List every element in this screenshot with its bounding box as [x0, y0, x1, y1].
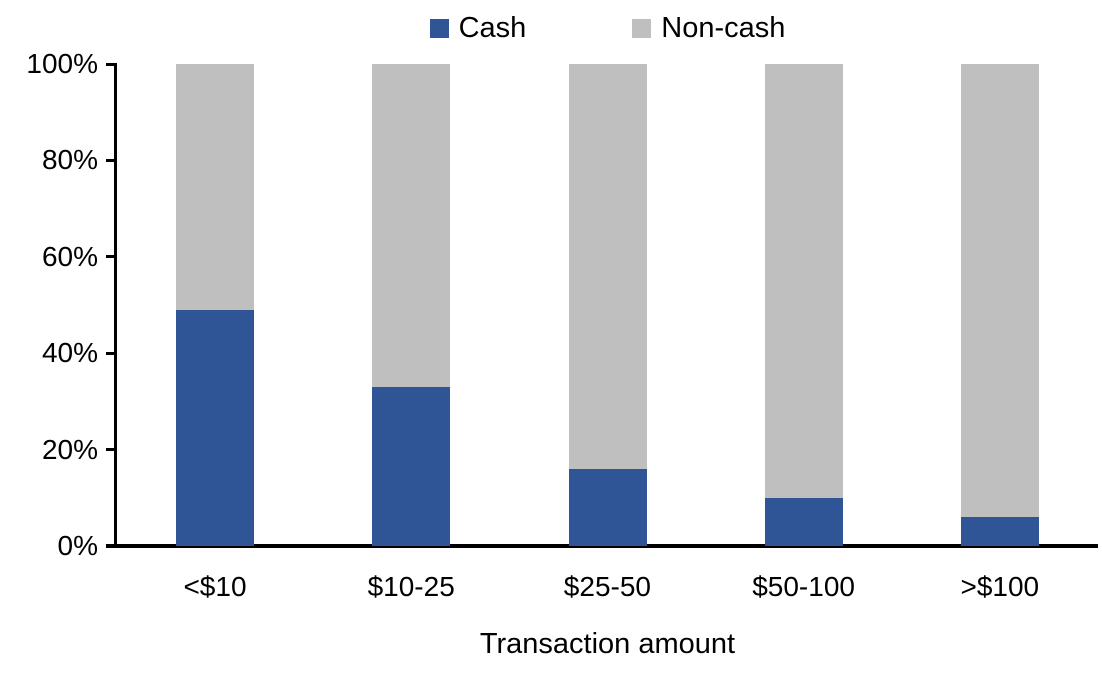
- y-axis-tick-label: 0%: [57, 530, 98, 561]
- bar-segment-cash-3: [764, 497, 843, 546]
- bar-segment-cash-4: [960, 517, 1039, 546]
- bar-segment-non-cash-3: [764, 64, 843, 498]
- legend-label-non-cash: Non-cash: [661, 12, 786, 44]
- x-axis-tick-label: >$100: [960, 571, 1040, 602]
- legend-item-non-cash: Non-cash: [632, 12, 785, 45]
- y-axis-tick: [106, 255, 117, 259]
- y-axis-tick-label: 20%: [41, 433, 98, 465]
- x-axis-tick-label: <$10: [183, 571, 247, 602]
- legend-swatch-non-cash: [632, 19, 652, 38]
- x-axis-title: Transaction amount: [479, 628, 736, 660]
- y-axis-tick: [106, 351, 117, 355]
- y-axis-tick-label: 100%: [26, 48, 98, 79]
- y-axis-tick: [106, 544, 117, 548]
- bar-segment-cash-1: [372, 386, 451, 546]
- x-axis-tick-label: $50-100: [752, 571, 855, 602]
- x-axis-tick-label: $10-25: [367, 571, 455, 602]
- x-axis-line: [106, 544, 1098, 548]
- x-axis-tick-label: $25-50: [563, 571, 651, 602]
- bar-segment-non-cash-2: [568, 64, 647, 469]
- bar-segment-non-cash-1: [372, 64, 451, 387]
- y-axis-tick-label: 80%: [41, 144, 98, 176]
- y-axis-tick: [106, 62, 117, 66]
- legend-label-cash: Cash: [458, 12, 527, 44]
- y-axis-tick: [106, 448, 117, 452]
- legend-item-cash: Cash: [429, 12, 527, 45]
- bar-segment-cash-2: [568, 468, 647, 546]
- y-axis-line: [114, 64, 117, 546]
- y-axis-tick-label: 40%: [41, 337, 98, 369]
- y-axis-tick: [106, 158, 117, 162]
- y-axis-tick-label: 60%: [41, 240, 98, 272]
- bar-segment-cash-0: [176, 309, 255, 546]
- legend-swatch-cash: [429, 19, 449, 38]
- bar-segment-non-cash-0: [176, 64, 255, 310]
- bar-segment-non-cash-4: [960, 64, 1039, 518]
- chart-legend: Cash Non-cash: [117, 12, 1098, 45]
